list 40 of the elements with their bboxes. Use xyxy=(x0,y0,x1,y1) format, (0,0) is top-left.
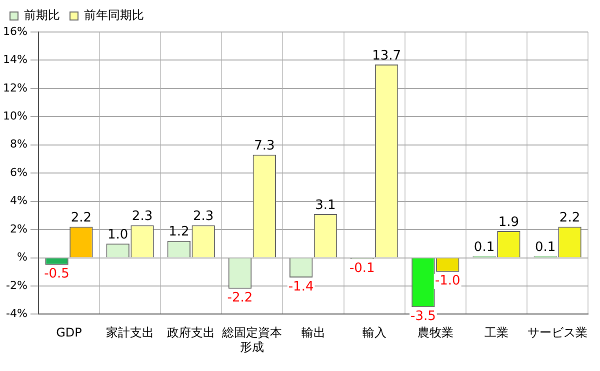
data-label: -0.5 xyxy=(44,266,70,282)
y-tick-label: -2% xyxy=(6,278,28,292)
data-label: 1.0 xyxy=(108,228,128,243)
y-tick-label: -4% xyxy=(6,307,28,320)
data-label: -2.2 xyxy=(227,290,253,306)
data-label: -0.1 xyxy=(349,261,375,276)
y-tick-label: % xyxy=(16,250,28,264)
data-label: -1.4 xyxy=(288,279,314,294)
x-tick-label: 輸入 xyxy=(362,326,386,340)
x-tick-label: サービス業 xyxy=(528,326,588,340)
data-label: 13.7 xyxy=(372,48,402,64)
y-tick-label: 4% xyxy=(10,194,28,208)
x-tick-label: 家計支出 xyxy=(106,326,154,340)
data-label: 2.3 xyxy=(132,209,153,224)
data-label: 1.2 xyxy=(168,224,190,240)
x-tick-label: 工業 xyxy=(484,326,508,340)
data-label: 7.3 xyxy=(254,138,275,154)
legend-label: 前期比 xyxy=(24,8,60,22)
data-label: 2.2 xyxy=(559,210,580,226)
data-label: 0.1 xyxy=(535,240,556,256)
y-tick-label: 14% xyxy=(2,53,28,66)
data-label: -3.5 xyxy=(410,309,436,324)
data-label: 0.1 xyxy=(474,240,495,256)
data-label: 2.3 xyxy=(193,209,214,224)
data-label: 1.9 xyxy=(498,214,520,230)
y-tick-label: 10% xyxy=(2,110,28,123)
x-tick-label: 総固定資本形成 xyxy=(221,326,282,354)
data-label: -1.0 xyxy=(434,274,460,289)
y-tick-label: 2% xyxy=(10,222,28,236)
data-label: 3.1 xyxy=(315,198,336,213)
y-tick-label: 6% xyxy=(10,166,28,179)
legend-label: 前年同期比 xyxy=(84,8,144,22)
x-tick-label: 農牧業 xyxy=(417,326,454,340)
x-tick-label: 輸出 xyxy=(301,326,326,340)
y-tick-label: 16% xyxy=(2,24,28,38)
y-tick-label: 8% xyxy=(10,138,28,151)
data-label: 2.2 xyxy=(70,210,92,226)
x-tick-label: GDP xyxy=(56,326,82,340)
y-tick-label: 12% xyxy=(2,81,28,94)
x-tick-label: 政府支出 xyxy=(167,326,216,340)
